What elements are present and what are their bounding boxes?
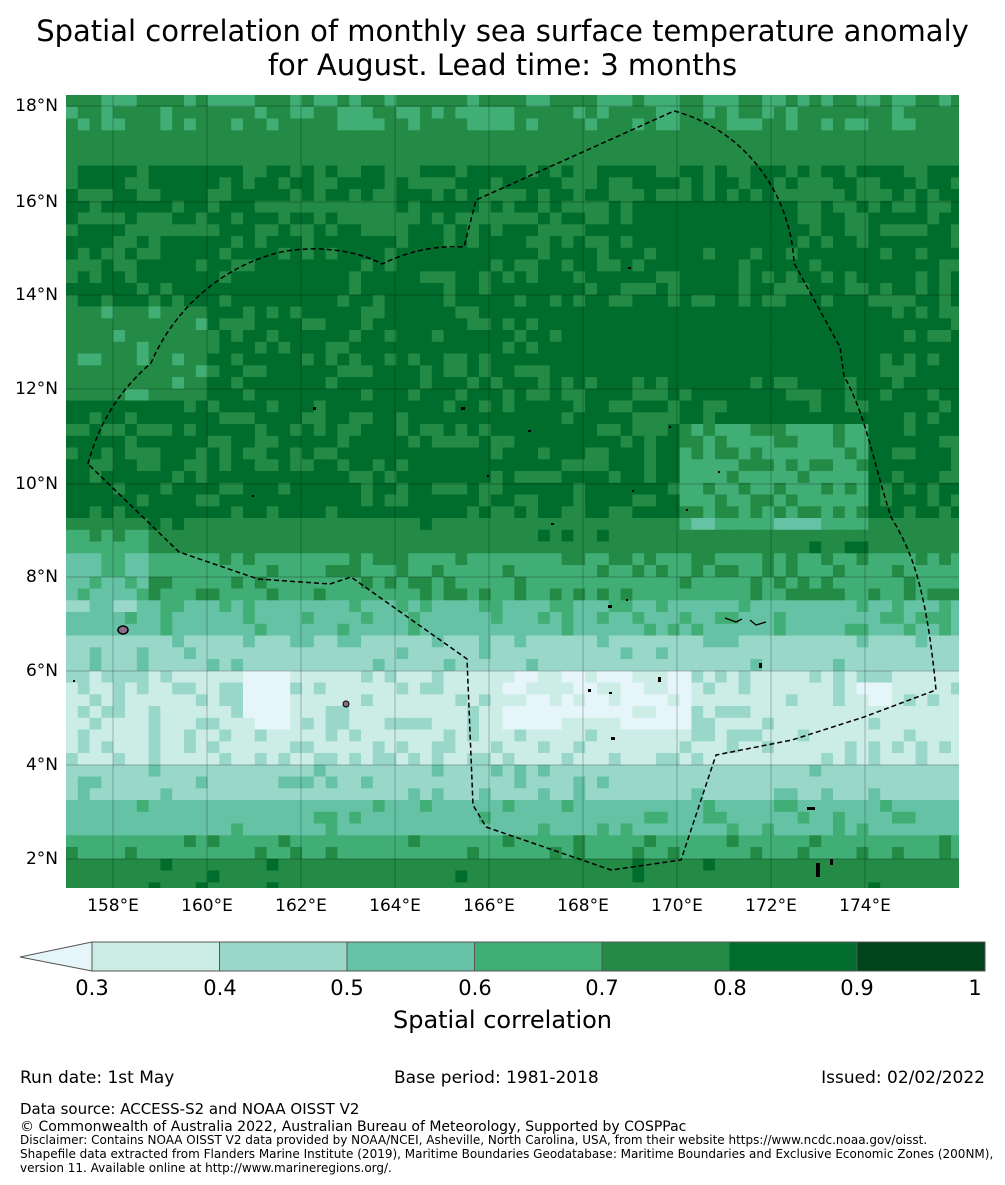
colorbar-tick-0-8: 0.8 (713, 976, 747, 1000)
disclaimer-line-3: version 11. Available online at http://w… (20, 1161, 392, 1175)
island-small-8 (551, 523, 554, 525)
lat-label-16n: 16°N (15, 192, 58, 212)
colorbar-tick-0-7: 0.7 (585, 976, 619, 1000)
correlation-map (66, 95, 959, 888)
island-small-2 (461, 407, 465, 410)
island-small-17 (807, 807, 815, 810)
lon-label-170e: 170°E (651, 896, 703, 916)
eez-boundary (87, 110, 937, 871)
island-small-16 (759, 663, 762, 668)
island-outlines (724, 617, 767, 626)
colorbar-bin-0-4 (219, 942, 347, 971)
graticule (66, 95, 959, 888)
colorbar-tick-0-6: 0.6 (458, 976, 492, 1000)
lon-label-164e: 164°E (369, 896, 421, 916)
island-small-13 (658, 677, 661, 682)
lat-label-4n: 4°N (25, 755, 58, 775)
colorbar-bin-0-7 (602, 942, 730, 971)
lon-label-158e: 158°E (87, 896, 139, 916)
island-small-5 (632, 490, 634, 492)
map-title: Spatial correlation of monthly sea surfa… (0, 14, 1005, 82)
island-arno (749, 619, 767, 626)
colorbar-bin-0-3 (92, 942, 220, 971)
island-small-11 (611, 737, 615, 740)
island-small-21 (73, 680, 75, 682)
colorbar-bin-0-9 (857, 942, 985, 971)
island-small-20 (252, 495, 254, 497)
colorbar-tick-0-5: 0.5 (330, 976, 364, 1000)
disclaimer: Disclaimer: Contains NOAA OISST V2 data … (20, 1133, 1005, 1175)
disclaimer-line-1: Disclaimer: Contains NOAA OISST V2 data … (20, 1133, 928, 1147)
island-majuro (724, 617, 743, 623)
island-enewetak (628, 267, 631, 269)
lon-label-160e: 160°E (181, 896, 233, 916)
issued-date: Issued: 02/02/2022 (821, 1068, 985, 1088)
island-small-7 (487, 475, 489, 477)
island-small-15 (626, 599, 628, 601)
island-small-12 (588, 689, 591, 692)
title-line-1: Spatial correlation of monthly sea surfa… (36, 14, 969, 48)
copyright: © Commonwealth of Australia 2022, Austra… (20, 1119, 687, 1135)
lat-label-10n: 10°N (15, 474, 58, 494)
island-small-19 (830, 859, 833, 865)
lat-label-8n: 8°N (25, 567, 58, 587)
lon-label-162e: 162°E (275, 896, 327, 916)
lon-label-172e: 172°E (745, 896, 797, 916)
colorbar-tick-0-4: 0.4 (203, 976, 237, 1000)
island-small-10 (609, 692, 612, 694)
lat-label-12n: 12°N (15, 379, 58, 399)
island-small-3 (528, 430, 531, 432)
island-kosrae (342, 700, 350, 708)
colorbar (19, 941, 986, 972)
lon-label-168e: 168°E (557, 896, 609, 916)
colorbar-tick-1: 1 (968, 976, 982, 1000)
run-date: Run date: 1st May (20, 1068, 175, 1088)
colorbar-tick-0-9: 0.9 (840, 976, 874, 1000)
island-pohnpei (117, 625, 129, 635)
colorbar-extend-arrow (19, 941, 93, 972)
lon-label-174e: 174°E (839, 896, 891, 916)
correlation-grid (66, 95, 959, 888)
island-small-6 (718, 471, 720, 473)
colorbar-tick-0-3: 0.3 (75, 976, 109, 1000)
islands (73, 267, 833, 877)
title-line-2: for August. Lead time: 3 months (267, 48, 738, 82)
island-small-4 (669, 426, 671, 428)
colorbar-bin-0-5 (347, 942, 475, 971)
colorbar-label: Spatial correlation (392, 1006, 613, 1034)
island-small-14 (608, 605, 612, 608)
base-period: Base period: 1981-2018 (394, 1068, 599, 1088)
lat-label-14n: 14°N (15, 285, 58, 305)
lat-label-2n: 2°N (25, 849, 58, 869)
island-small-1 (313, 407, 316, 410)
lat-label-18n: 18°N (15, 96, 58, 116)
disclaimer-line-2: Shapefile data extracted from Flanders M… (20, 1147, 994, 1161)
colorbar-bin-0-8 (729, 942, 857, 971)
colorbar-bin-0-6 (474, 942, 602, 971)
lat-label-6n: 6°N (25, 661, 58, 681)
island-small-18 (816, 863, 820, 877)
island-small-9 (686, 509, 688, 511)
data-source: Data source: ACCESS-S2 and NOAA OISST V2 (20, 1100, 360, 1118)
lon-label-166e: 166°E (463, 896, 515, 916)
